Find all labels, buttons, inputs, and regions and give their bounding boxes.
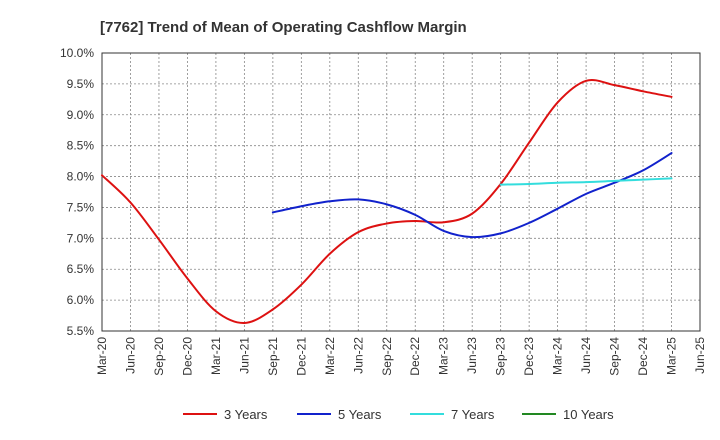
x-tick-label: Dec-23 [522, 337, 536, 376]
x-tick-label: Mar-24 [551, 337, 565, 375]
x-tick-label: Dec-20 [180, 337, 194, 376]
series-line-3-years [101, 79, 673, 324]
x-tick-label: Dec-24 [636, 337, 650, 376]
y-tick-label: 8.5% [67, 139, 95, 153]
legend-label: 10 Years [563, 407, 614, 422]
x-tick-label: Jun-24 [579, 337, 593, 374]
x-tick-label: Jun-25 [693, 337, 707, 374]
y-tick-label: 9.5% [67, 77, 95, 91]
plot-border [101, 52, 701, 332]
x-tick-label: Sep-21 [266, 337, 280, 376]
legend: 3 Years 5 Years 7 Years 10 Years [183, 407, 614, 422]
y-tick-label: 6.5% [67, 262, 95, 276]
legend-label: 7 Years [451, 407, 495, 422]
x-tick-label: Dec-21 [294, 337, 308, 376]
y-tick-label: 10.0% [60, 46, 94, 60]
y-tick-label: 6.0% [67, 293, 95, 307]
legend-label: 5 Years [338, 407, 382, 422]
x-tick-label: Mar-25 [665, 337, 679, 375]
x-tick-label: Jun-23 [465, 337, 479, 374]
x-tick-label: Sep-24 [608, 337, 622, 376]
x-tick-label: Dec-22 [408, 337, 422, 376]
x-tick-label: Mar-22 [323, 337, 337, 375]
series-lines [101, 79, 673, 324]
x-tick-label: Jun-22 [351, 337, 365, 374]
legend-label: 3 Years [224, 407, 268, 422]
x-tick-label: Sep-23 [494, 337, 508, 376]
plot-area [102, 53, 700, 331]
y-tick-label: 7.0% [67, 231, 95, 245]
x-tick-label: Mar-23 [437, 337, 451, 375]
x-tick-label: Jun-20 [123, 337, 137, 374]
y-tick-label: 5.5% [67, 324, 95, 338]
x-tick-label: Mar-20 [95, 337, 109, 375]
x-tick-label: Sep-22 [380, 337, 394, 376]
y-tick-label: 9.0% [67, 108, 95, 122]
y-tick-label: 8.0% [67, 170, 95, 184]
axes: Mar-20 Jun-20 Sep-20 Dec-20 Mar-21 Jun-21 Sep-… [60, 46, 707, 376]
x-tick-label: Mar-21 [209, 337, 223, 375]
x-tick-label: Sep-20 [152, 337, 166, 376]
x-tick-label: Jun-21 [237, 337, 251, 374]
series-line-7-years [499, 177, 673, 186]
series-line-5-years [271, 152, 673, 239]
y-tick-label: 7.5% [67, 200, 95, 214]
chart-title: [7762] Trend of Mean of Operating Cashfl… [100, 19, 467, 36]
